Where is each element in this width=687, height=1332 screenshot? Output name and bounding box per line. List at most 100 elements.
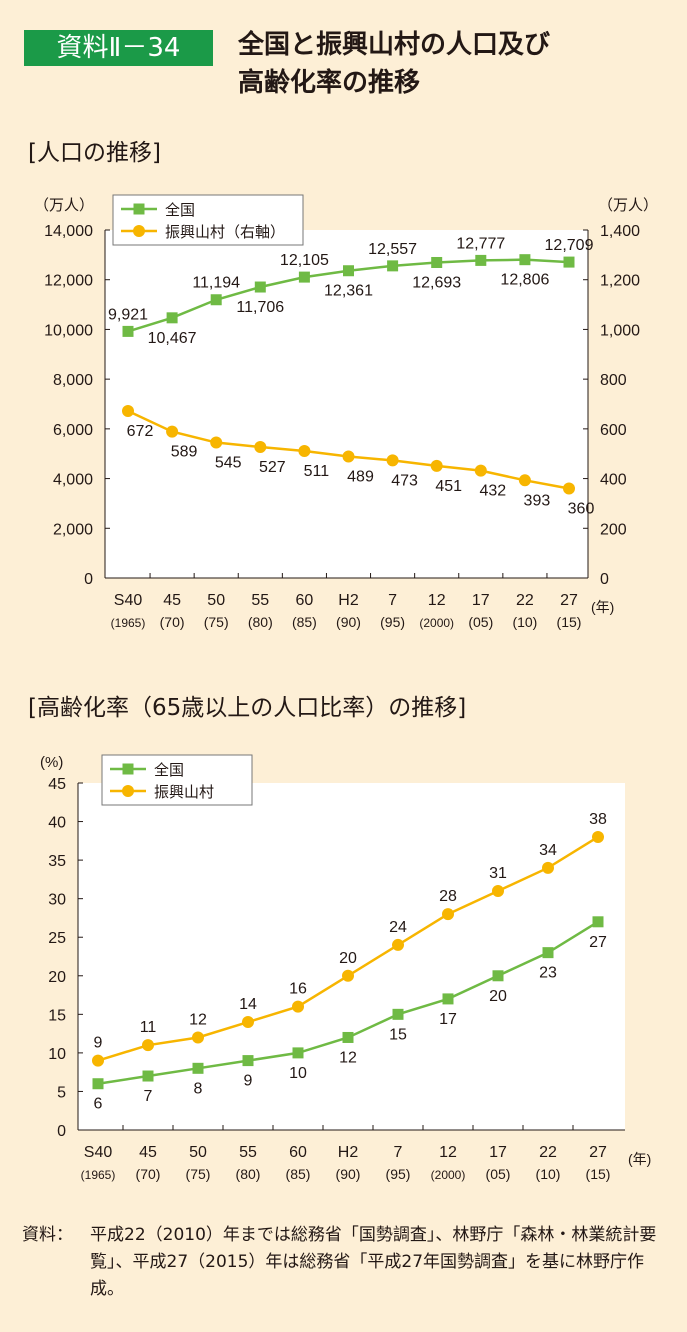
- data-label-1-0: 8: [194, 1080, 203, 1097]
- data-label-0-1: 527: [259, 459, 286, 476]
- data-label-0-0: 12,777: [456, 235, 505, 252]
- x-tick-label-0: 55: [251, 592, 269, 609]
- x-tick-label-1: S40: [84, 1144, 113, 1161]
- data-point-0-0: [563, 256, 575, 268]
- x-tick-label-0: 12: [428, 592, 446, 609]
- x-tick-sublabel-0: (70): [160, 614, 185, 630]
- data-point-0-0: [475, 254, 487, 266]
- data-label-0-0: 12,361: [324, 283, 373, 300]
- legend-label-0: 振興山村（右軸）: [165, 224, 285, 241]
- legend-label-1: 全国: [154, 761, 184, 779]
- legend-marker-1: [122, 763, 134, 775]
- legend-0: [112, 194, 304, 246]
- data-point-0-1: [210, 436, 223, 449]
- x-tick-sublabel-0: (2000): [419, 616, 454, 630]
- data-label-0-1: 589: [171, 444, 198, 461]
- y-tick-label-1: 0: [57, 1123, 66, 1140]
- x-tick-sublabel-1: (70): [136, 1166, 161, 1182]
- x-tick-label-1: 45: [139, 1144, 157, 1161]
- data-label-1-1: 28: [439, 888, 457, 905]
- data-point-1-1: [492, 884, 504, 897]
- data-point-0-0: [122, 325, 134, 337]
- data-label-1-1: 9: [94, 1035, 103, 1052]
- source-text: 平成22（2010）年までは総務省「国勢調査」、林野庁「森林・林業統計要覧」、平…: [90, 1225, 657, 1299]
- x-tick-label-1: 60: [289, 1144, 307, 1161]
- data-point-0-1: [474, 464, 487, 477]
- data-point-0-0: [387, 260, 399, 272]
- legend-marker-0: [133, 203, 145, 215]
- y-tick-label-1: 30: [48, 892, 66, 909]
- data-label-1-1: 31: [489, 865, 507, 882]
- data-point-1-0: [142, 1070, 154, 1082]
- x-tick-sublabel-1: (10): [536, 1166, 561, 1182]
- x-tick-label-0: 45: [163, 592, 181, 609]
- data-point-0-0: [298, 271, 310, 283]
- data-point-1-1: [442, 908, 454, 921]
- data-point-1-0: [342, 1031, 354, 1043]
- data-label-1-1: 24: [389, 919, 407, 936]
- data-point-1-1: [192, 1031, 204, 1044]
- data-label-0-0: 11,706: [236, 299, 284, 316]
- data-point-1-0: [92, 1078, 104, 1090]
- data-point-0-1: [563, 482, 575, 495]
- x-tick-label-0: 22: [516, 592, 534, 609]
- x-tick-sublabel-0: (90): [336, 614, 361, 630]
- data-label-0-1: 545: [215, 455, 242, 472]
- x-tick-label-0: 17: [472, 592, 490, 609]
- data-label-1-0: 6: [94, 1096, 103, 1113]
- y-tick-label-0: 8,000: [53, 372, 93, 389]
- x-tick-sublabel-1: (90): [336, 1166, 361, 1182]
- x-tick-sublabel-0: (85): [292, 614, 317, 630]
- data-point-0-0: [343, 265, 354, 277]
- data-point-0-1: [386, 454, 399, 467]
- x-tick-label-0: 60: [296, 592, 314, 609]
- data-label-0-1: 451: [435, 478, 462, 495]
- y-tick-label-0: 14,000: [44, 223, 93, 240]
- x-tick-sublabel-0: (05): [468, 614, 493, 630]
- x-tick-label-0: H2: [338, 592, 359, 609]
- plot-area-0: [105, 230, 588, 578]
- data-point-1-1: [392, 938, 404, 951]
- data-label-1-1: 14: [239, 996, 257, 1013]
- x-tick-label-0: 50: [207, 592, 225, 609]
- y-right-tick-label-0: 600: [600, 422, 627, 439]
- data-label-1-0: 10: [289, 1065, 307, 1082]
- x-tick-label-1: H2: [338, 1144, 359, 1161]
- figure-title: 全国と振興山村の人口及び 高齢化率の推移: [238, 26, 658, 102]
- y-tick-label-0: 2,000: [53, 521, 93, 538]
- data-point-0-1: [166, 425, 179, 438]
- data-point-0-1: [122, 404, 134, 417]
- x-tick-label-1: 22: [539, 1144, 557, 1161]
- data-point-0-0: [210, 294, 222, 306]
- x-tick-sublabel-1: (80): [236, 1166, 261, 1182]
- data-label-1-1: 12: [189, 1011, 207, 1028]
- x-tick-label-1: 7: [394, 1144, 403, 1161]
- x-tick-label-1: 50: [189, 1144, 207, 1161]
- x-tick-label-0: 27: [560, 592, 578, 609]
- y-axis-unit-0: （万人）: [34, 197, 94, 214]
- data-point-1-1: [92, 1054, 104, 1067]
- x-tick-sublabel-0: (15): [557, 614, 582, 630]
- data-label-1-1: 11: [140, 1019, 157, 1036]
- x-axis-unit-1: (年): [628, 1151, 651, 1167]
- y-tick-label-1: 40: [48, 815, 66, 832]
- x-axis-unit-0: (年): [591, 599, 614, 615]
- data-label-1-0: 7: [144, 1088, 153, 1105]
- data-point-1-0: [442, 993, 454, 1005]
- y-right-tick-label-0: 1,200: [600, 273, 640, 290]
- y-right-tick-label-0: 200: [600, 521, 627, 538]
- x-tick-sublabel-1: (2000): [431, 1168, 466, 1182]
- x-tick-sublabel-1: (05): [486, 1166, 511, 1182]
- data-label-0-1: 432: [479, 483, 506, 500]
- title-line-1: 全国と振興山村の人口及び: [238, 30, 551, 60]
- y-tick-label-1: 25: [48, 930, 66, 947]
- data-point-1-0: [542, 947, 554, 959]
- data-point-0-1: [430, 459, 443, 472]
- data-label-1-0: 12: [339, 1049, 357, 1066]
- data-point-0-1: [254, 441, 267, 454]
- data-point-1-0: [592, 916, 604, 928]
- figure-badge: 資料Ⅱ－34: [24, 30, 213, 66]
- data-label-0-0: 12,105: [280, 252, 329, 269]
- x-tick-label-1: 17: [489, 1144, 507, 1161]
